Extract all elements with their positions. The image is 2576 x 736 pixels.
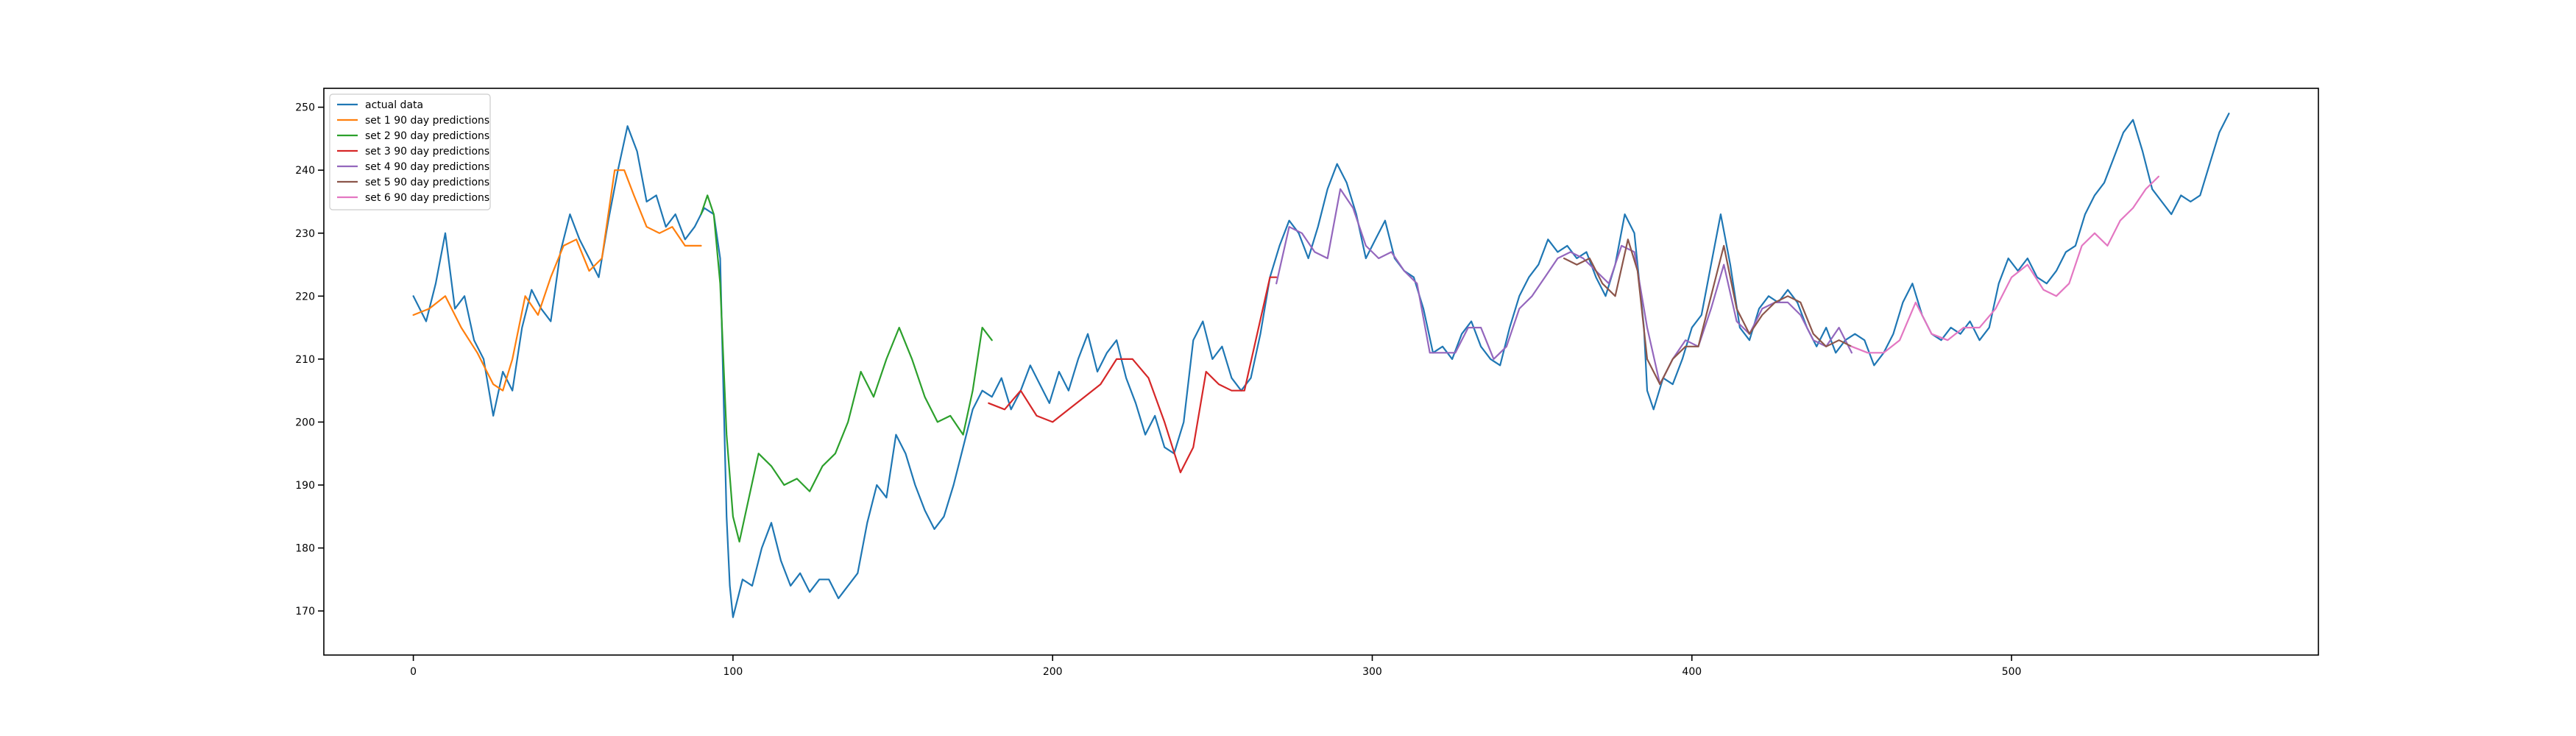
x-tick-label: 400 [1682,666,1702,678]
legend-label: actual data [365,99,423,111]
series-line-3 [700,194,993,543]
legend-label: set 6 90 day predictions [365,192,489,204]
legend-label: set 4 90 day predictions [365,161,489,173]
series-line-4 [988,276,1278,473]
y-tick-label: 170 [295,606,315,618]
legend-label: set 1 90 day predictions [365,115,489,127]
y-tick-label: 250 [295,102,315,114]
series-line-7 [1850,175,2159,354]
axes: 0 100 200 300 400 500 170 180 190 200 210 220 230 240… [295,88,2319,678]
x-tick-label: 200 [1043,666,1063,678]
legend-label: set 5 90 day predictions [365,177,489,188]
series-line-6 [1563,238,1853,386]
axes-frame [323,88,2319,656]
x-tick-label: 100 [723,666,743,678]
x-tick-label: 300 [1362,666,1382,678]
x-tick-label: 0 [410,666,417,678]
legend-box [329,93,491,210]
y-tick-label: 230 [295,228,315,240]
y-tick-label: 210 [295,354,315,366]
legend: actual data set 1 90 day predictions set 2… [329,93,491,210]
y-tick-label: 190 [295,480,315,492]
y-tick-label: 220 [295,291,315,302]
legend-label: set 3 90 day predictions [365,146,489,158]
x-tick-label: 500 [2002,666,2022,678]
y-tick-label: 180 [295,543,315,555]
series-line-5 [1275,188,1853,386]
series-line-1 [412,113,2230,618]
plot-area [412,113,2230,618]
legend-label: set 2 90 day predictions [365,130,489,142]
y-tick-label: 240 [295,165,315,177]
y-tick-label: 200 [295,417,315,428]
series-line-2 [412,169,702,392]
